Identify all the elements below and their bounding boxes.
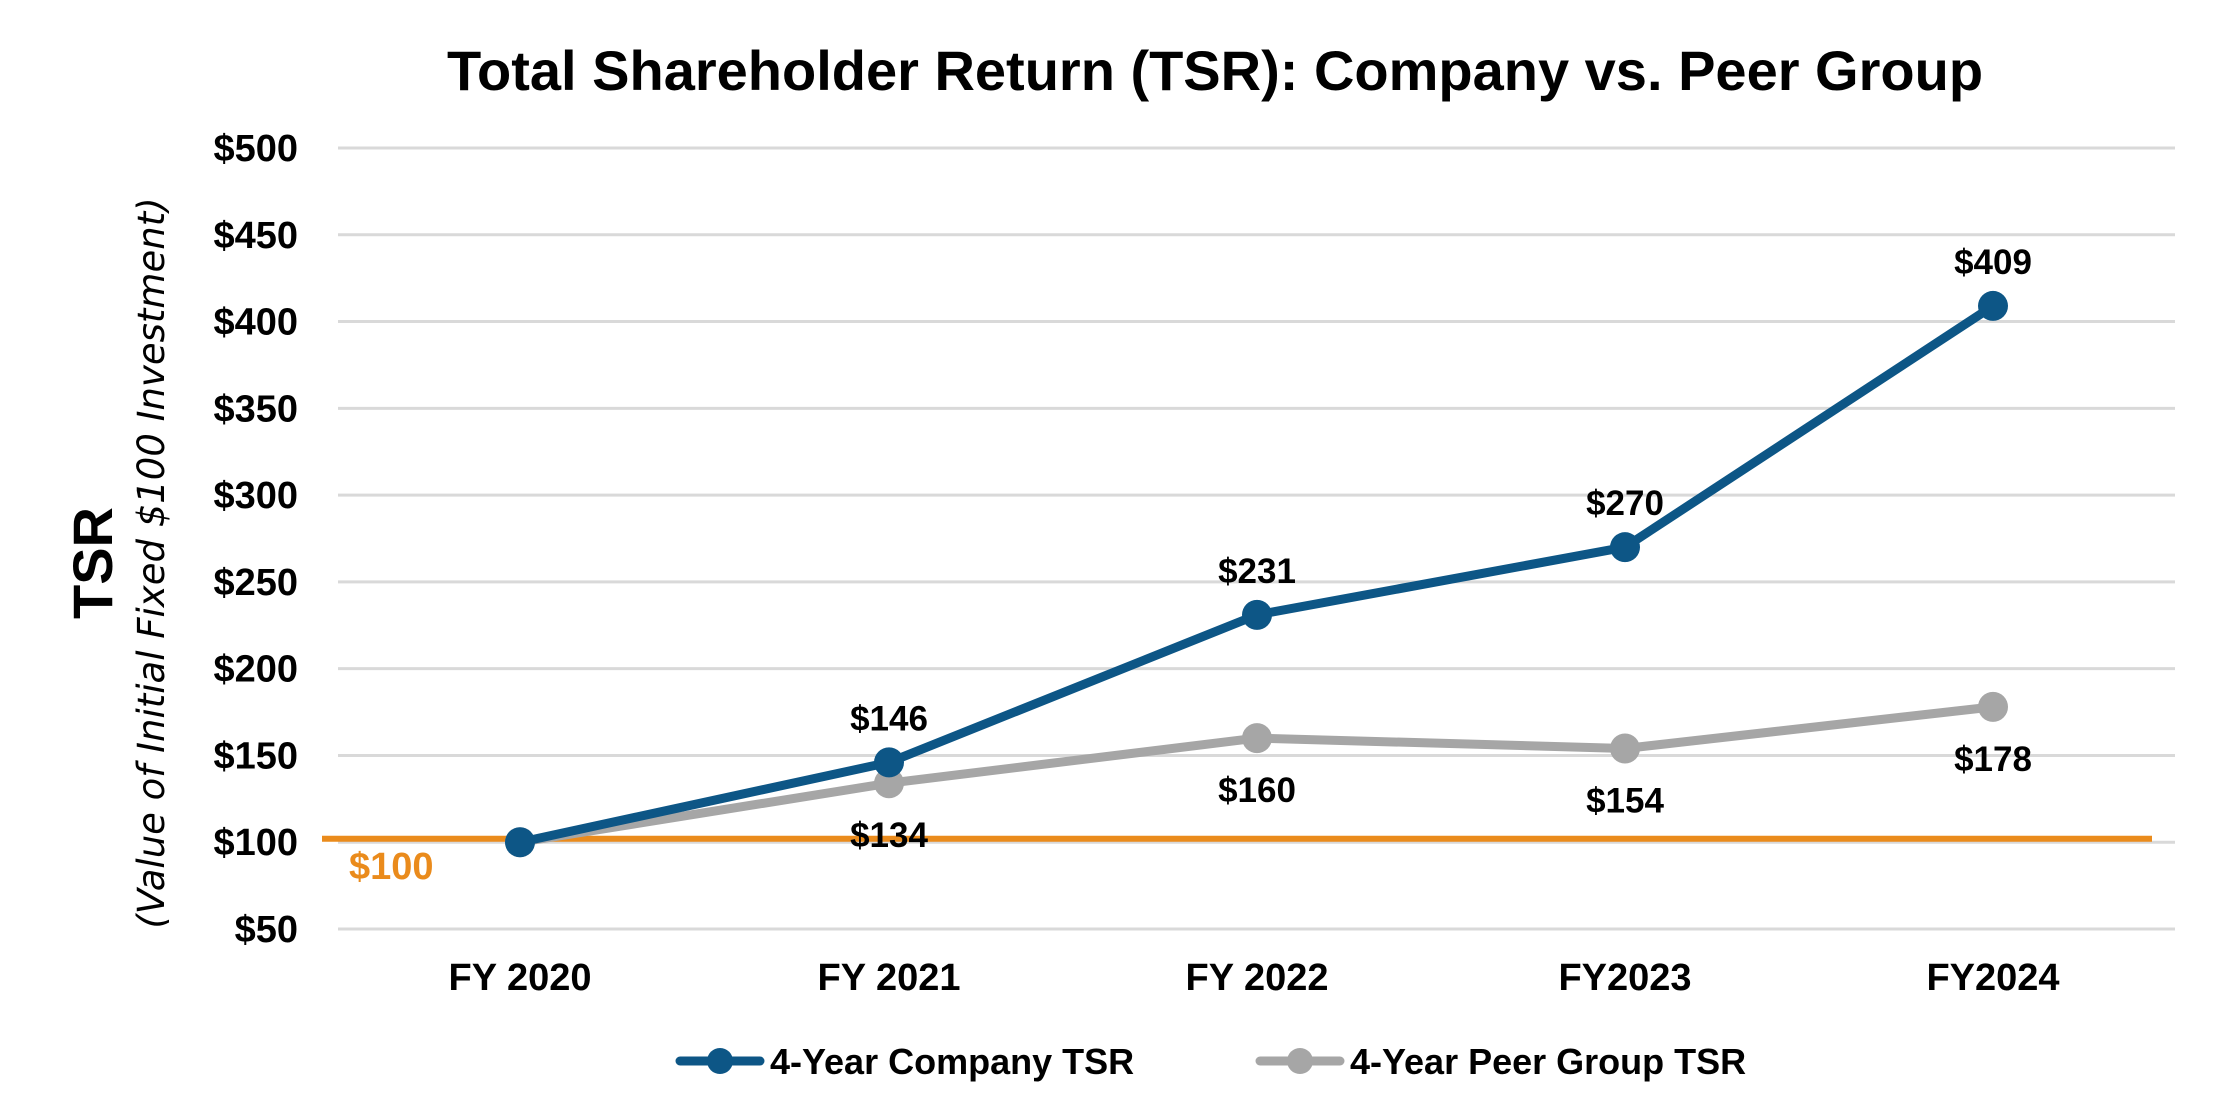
data-point-peer bbox=[1978, 691, 2008, 722]
reference-line-label: $100 bbox=[349, 846, 434, 888]
y-tick-label: $450 bbox=[213, 215, 298, 257]
x-axis-categories: FY 2020 FY 2021 FY 2022 FY2023 FY2024 bbox=[449, 957, 2060, 999]
data-label-company: $231 bbox=[1218, 552, 1296, 591]
y-tick-label: $150 bbox=[213, 735, 298, 777]
data-label-peer: $178 bbox=[1954, 740, 2032, 779]
data-label-peer: $134 bbox=[850, 816, 928, 855]
data-point-peer bbox=[874, 768, 904, 799]
data-label-peer: $154 bbox=[1586, 782, 1664, 821]
y-tick-label: $200 bbox=[213, 649, 298, 691]
data-point-company bbox=[1242, 599, 1272, 630]
legend: 4-Year Company TSR 4-Year Peer Group TSR bbox=[675, 1041, 1746, 1082]
x-tick-label: FY 2022 bbox=[1186, 957, 1329, 999]
data-point-company bbox=[505, 827, 535, 858]
y-tick-label: $250 bbox=[213, 562, 298, 604]
y-axis-ticks: $50 $100 $150 $200 $250 $300 $350 $400 $450 $500 bbox=[213, 128, 298, 951]
y-axis-title: TSR bbox=[61, 507, 124, 619]
series-layer bbox=[505, 290, 2008, 858]
data-label-company: $146 bbox=[850, 699, 928, 738]
chart-title: Total Shareholder Return (TSR): Company … bbox=[447, 39, 1983, 102]
data-point-company bbox=[1610, 532, 1640, 563]
y-tick-label: $50 bbox=[235, 909, 298, 951]
data-point-company bbox=[1978, 290, 2008, 321]
x-tick-label: FY 2021 bbox=[818, 957, 961, 999]
x-tick-label: FY 2020 bbox=[449, 957, 592, 999]
y-tick-label: $500 bbox=[213, 128, 298, 170]
y-tick-label: $350 bbox=[213, 388, 298, 430]
y-tick-label: $300 bbox=[213, 475, 298, 517]
data-point-company bbox=[874, 747, 904, 778]
data-label-company: $409 bbox=[1954, 243, 2032, 282]
data-label-peer: $160 bbox=[1218, 771, 1296, 810]
data-point-peer bbox=[1242, 723, 1272, 754]
legend-label: 4-Year Company TSR bbox=[770, 1041, 1134, 1082]
data-label-company: $270 bbox=[1586, 484, 1664, 523]
legend-marker bbox=[707, 1048, 733, 1074]
legend-marker bbox=[1287, 1048, 1313, 1074]
y-axis-label-group: TSR (Value of Initial Fixed $100 Investm… bbox=[61, 197, 173, 928]
legend-label: 4-Year Peer Group TSR bbox=[1350, 1041, 1746, 1082]
y-tick-label: $100 bbox=[213, 822, 298, 864]
y-axis-subtitle: (Value of Initial Fixed $100 Investment) bbox=[130, 197, 173, 928]
x-tick-label: FY2024 bbox=[1926, 957, 2059, 999]
data-point-peer bbox=[1610, 733, 1640, 764]
y-tick-label: $400 bbox=[213, 302, 298, 344]
data-labels: $146 $231 $270 $409 $134 $160 $154 $178 bbox=[850, 243, 2032, 855]
reference-line-group: $100 bbox=[322, 835, 2152, 888]
gridlines bbox=[338, 146, 2175, 931]
x-tick-label: FY2023 bbox=[1558, 957, 1691, 999]
